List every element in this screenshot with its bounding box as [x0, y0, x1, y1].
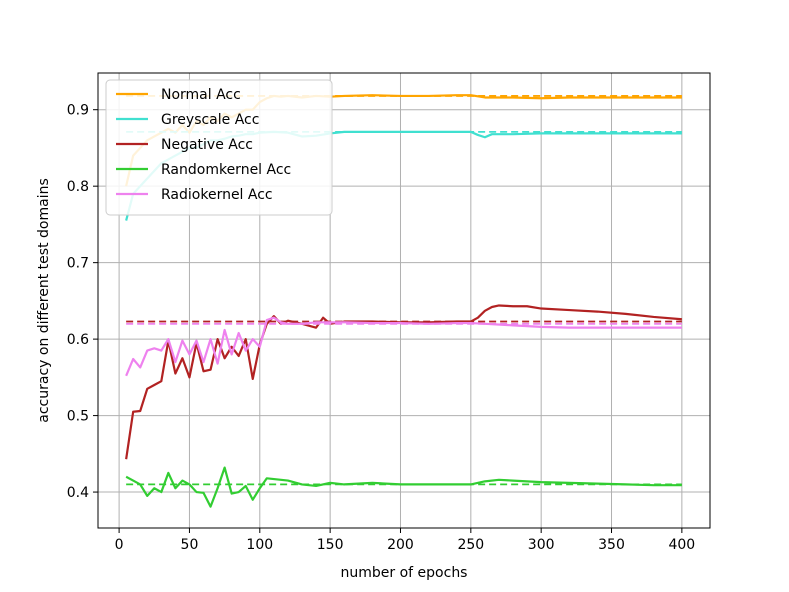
y-tick-label: 0.7 — [67, 256, 89, 272]
legend-box — [105, 79, 333, 216]
x-tick-label: 250 — [457, 537, 484, 553]
y-axis: 0.4 0.5 0.6 0.7 0.8 0.9 — [67, 103, 98, 501]
x-tick-label: 300 — [528, 537, 555, 553]
y-tick-label: 0.8 — [67, 179, 89, 195]
x-tick-label: 50 — [181, 537, 199, 553]
series-line-3 — [125, 466, 682, 508]
legend-label-2: Negative Acc — [161, 137, 253, 153]
x-tick-label: 0 — [115, 537, 124, 553]
plot-frame — [97, 72, 711, 529]
x-tick-label: 350 — [598, 537, 625, 553]
legend-label-0: Normal Acc — [161, 87, 241, 103]
y-tick-label: 0.5 — [67, 409, 89, 425]
series-line-4 — [125, 316, 682, 377]
y-tick-label: 0.6 — [67, 332, 89, 348]
y-axis-label: accuracy on different test domains — [36, 178, 52, 422]
x-tick-label: 150 — [317, 537, 344, 553]
legend: Normal Acc Greyscale Acc Negative Acc Rando… — [105, 79, 333, 216]
y-tick-label: 0.4 — [67, 485, 89, 501]
legend-label-1: Greyscale Acc — [161, 112, 259, 128]
x-tick-label: 400 — [668, 537, 695, 553]
x-axis: 0 50 100 150 200 250 300 350 400 — [115, 528, 695, 553]
legend-label-3: Randomkernel Acc — [161, 162, 291, 178]
x-axis-label: number of epochs — [341, 565, 468, 581]
y-tick-label: 0.9 — [67, 103, 89, 119]
x-tick-label: 100 — [246, 537, 273, 553]
x-tick-label: 200 — [387, 537, 414, 553]
legend-label-4: Radiokernel Acc — [161, 187, 273, 203]
